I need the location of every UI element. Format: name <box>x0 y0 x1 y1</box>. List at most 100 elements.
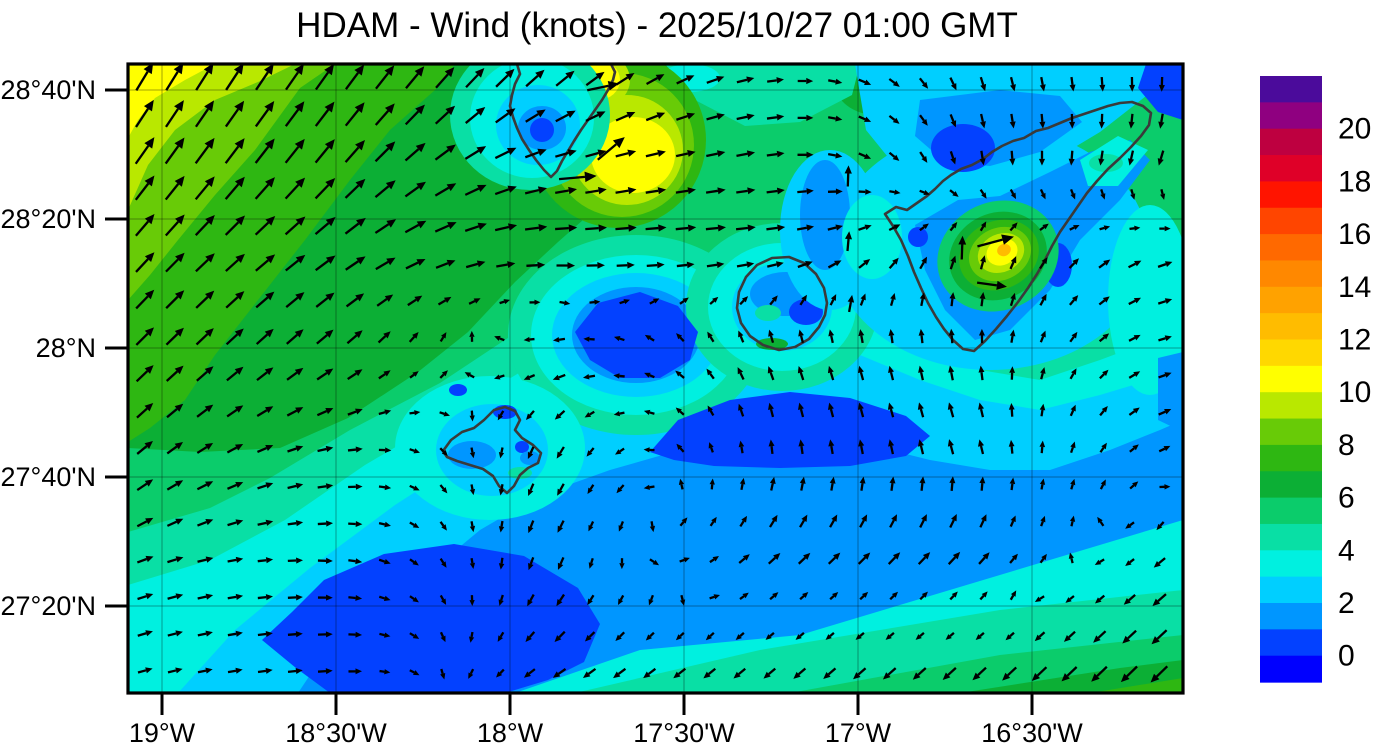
wind-arrow-shaft <box>1158 557 1166 565</box>
wind-arrow-head <box>887 402 894 410</box>
wind-arrow-shaft <box>1066 666 1078 677</box>
wind-arrow-shaft <box>166 520 178 527</box>
wind-arrow-shaft <box>1129 484 1135 490</box>
wind-arrow-head <box>795 634 802 640</box>
wind-arrow-head <box>1042 223 1049 230</box>
wind-arrow-head <box>716 113 725 120</box>
wind-arrow-shaft <box>739 335 745 343</box>
wind-arrow-shaft <box>257 521 267 526</box>
wind-arrow-shaft <box>316 371 328 381</box>
wind-arrow-shaft <box>1010 150 1014 159</box>
wind-arrow-shaft <box>1069 336 1075 343</box>
wind-arrow-head <box>738 440 745 448</box>
colorbar-band <box>1260 181 1322 209</box>
wind-arrow-head <box>383 595 391 602</box>
wind-arrow-head <box>412 559 419 566</box>
wind-arrow-head <box>776 150 785 158</box>
wind-arrow-head <box>776 77 784 84</box>
wind-arrow-head <box>890 292 896 300</box>
wind-arrow-head <box>981 192 987 199</box>
wind-arrow-shaft <box>1127 629 1137 640</box>
wind-arrow-head <box>469 562 476 569</box>
wind-arrow-shaft <box>827 226 837 231</box>
wind-arrow-head <box>441 487 448 494</box>
wind-arrow-head <box>175 518 184 525</box>
wind-arrow-head <box>1164 261 1173 268</box>
wind-arrow-shaft <box>799 372 805 381</box>
colorbar-band <box>1260 313 1322 341</box>
wind-arrow-head <box>949 476 956 484</box>
wind-arrow-shaft <box>317 485 327 489</box>
map-border <box>126 62 1185 695</box>
wind-arrow-shaft <box>227 669 237 674</box>
wind-arrow-shaft <box>558 630 566 639</box>
wind-arrow-shaft <box>1129 150 1135 160</box>
wind-arrow-shaft <box>227 632 237 637</box>
wind-arrow-head <box>384 65 395 77</box>
wind-arrow-shaft <box>1160 113 1164 123</box>
wind-arrow-shaft <box>374 147 390 163</box>
wind-arrow-shaft <box>888 261 896 270</box>
wind-arrow-head <box>557 562 564 570</box>
wind-arrow-head <box>583 336 590 342</box>
wind-arrow-head <box>567 149 577 157</box>
wind-arrow-head <box>235 667 243 674</box>
wind-arrow-shaft <box>679 447 685 453</box>
wind-arrow-shaft <box>675 152 689 158</box>
wind-arrow-head <box>643 671 651 679</box>
wind-arrow-shaft <box>1096 665 1108 677</box>
wind-arrow-shaft <box>499 631 505 638</box>
wind-arrow-shaft <box>137 669 147 674</box>
wind-arrow-shaft <box>647 667 657 675</box>
wind-arrow-shaft <box>378 411 386 416</box>
wind-arrow-shaft <box>285 71 299 91</box>
wind-arrow-head <box>1132 481 1139 488</box>
wind-arrow-head <box>144 402 154 412</box>
wind-arrow-shaft <box>409 411 415 415</box>
wind-arrow-head <box>325 631 333 638</box>
wind-arrow-shaft <box>226 371 238 382</box>
wind-arrow-head <box>703 671 711 679</box>
wind-arrow-head <box>144 479 154 487</box>
wind-arrow-head <box>952 551 961 560</box>
wind-arrow-head <box>473 298 481 304</box>
wind-arrow-head <box>295 631 303 638</box>
wind-arrow-head <box>921 591 928 598</box>
wind-arrow-head <box>412 332 419 339</box>
colorbar-band <box>1260 418 1322 446</box>
wind-arrow-shaft <box>770 445 774 455</box>
wind-arrow-head <box>554 413 562 420</box>
wind-arrow-shaft <box>769 519 775 528</box>
wind-arrow-head <box>355 558 363 565</box>
wind-arrow-head <box>865 188 872 195</box>
wind-arrow-head <box>741 296 749 303</box>
wind-arrow-shaft <box>409 448 415 452</box>
wind-arrow-shaft <box>829 519 835 528</box>
wind-arrow-head <box>885 634 892 640</box>
wind-arrow-head <box>1097 516 1103 524</box>
wind-arrow-head <box>145 667 153 674</box>
wind-arrow-shaft <box>165 258 179 273</box>
wind-arrow-head <box>445 105 456 116</box>
wind-arrow-head <box>174 441 184 450</box>
wind-arrow-shaft <box>679 631 685 638</box>
wind-arrow-shaft <box>1099 226 1105 231</box>
wind-arrow-shaft <box>439 557 445 564</box>
wind-arrow-shaft <box>524 188 540 195</box>
colorbar-band <box>1260 629 1322 657</box>
wind-arrow-head <box>468 636 475 643</box>
wind-arrow-shaft <box>227 483 237 490</box>
wind-arrow-head <box>324 101 335 113</box>
wind-arrow-head <box>498 489 505 496</box>
wind-arrow-shaft <box>1009 594 1015 601</box>
wind-arrow-shaft <box>645 114 659 122</box>
wind-arrow-shaft <box>407 298 417 307</box>
wind-arrow-shaft <box>768 667 776 676</box>
region-se-green-band <box>960 660 1183 693</box>
region-hierro-blue1 <box>449 384 467 396</box>
wind-arrow-head <box>922 223 929 230</box>
wind-arrow-head <box>972 672 981 681</box>
wind-arrow-head <box>978 439 985 447</box>
wind-arrow-head <box>498 563 505 570</box>
wind-arrow-head <box>205 630 213 637</box>
